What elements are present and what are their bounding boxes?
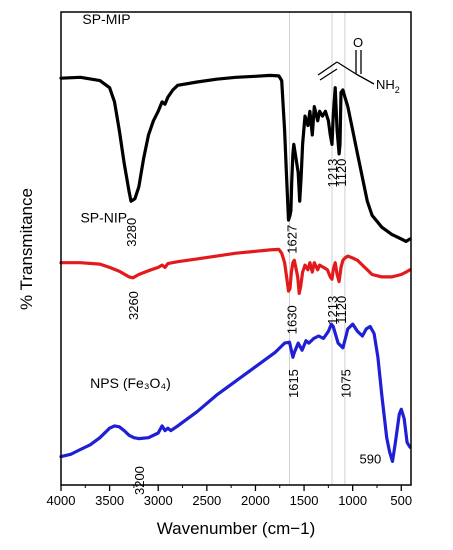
peak-label: 1615 bbox=[286, 369, 301, 398]
peak-label: 1213 bbox=[325, 159, 340, 188]
x-tick-label: 2000 bbox=[241, 493, 270, 508]
x-axis: 4000 3500 3000 2500 2000 1500 1000 500 bbox=[47, 485, 412, 508]
oxygen-label: O bbox=[353, 35, 363, 50]
x-tick-label: 2500 bbox=[192, 493, 221, 508]
x-tick-label: 500 bbox=[390, 493, 412, 508]
acrylamide-bonds bbox=[317, 50, 375, 85]
series-group bbox=[59, 73, 412, 463]
series-labels: SP-MIP SP-NIP NPS (Fe₃O₄) bbox=[80, 11, 170, 391]
series-label: NPS (Fe₃O₄) bbox=[90, 375, 171, 391]
x-tick-label: 3000 bbox=[144, 493, 173, 508]
reference-lines bbox=[288, 12, 346, 485]
x-axis-title: Wavenumber (cm−1) bbox=[157, 519, 316, 538]
x-tick-label: 1500 bbox=[290, 493, 319, 508]
peak-label: 590 bbox=[360, 452, 382, 467]
series-line-sp-nip bbox=[59, 247, 412, 295]
x-tick-label: 3500 bbox=[95, 493, 124, 508]
x-tick-label: 1000 bbox=[338, 493, 367, 508]
peak-label: 1075 bbox=[338, 369, 353, 398]
peak-label: 1627 bbox=[285, 225, 300, 254]
peak-label: 3280 bbox=[124, 218, 139, 247]
series-line-nps bbox=[59, 322, 412, 463]
acrylamide-structure: O NH2 bbox=[317, 35, 400, 95]
series-line-sp-mip bbox=[59, 73, 412, 243]
peak-label: 1213 bbox=[325, 296, 340, 325]
amine-subscript: 2 bbox=[395, 85, 400, 95]
peak-label: 1120 bbox=[334, 159, 349, 187]
y-axis-title: % Transmitance bbox=[17, 188, 36, 310]
peak-label: 3200 bbox=[132, 466, 147, 495]
amine-text: NH bbox=[376, 77, 395, 92]
series-label: SP-MIP bbox=[82, 11, 130, 27]
plot-frame bbox=[60, 11, 412, 486]
x-tick-label: 4000 bbox=[47, 493, 76, 508]
series-label: SP-NIP bbox=[80, 209, 127, 225]
peak-label: 1630 bbox=[284, 305, 299, 334]
amine-label: NH2 bbox=[376, 77, 400, 95]
peak-label: 1120 bbox=[334, 296, 349, 324]
peak-label: 3260 bbox=[126, 291, 141, 320]
